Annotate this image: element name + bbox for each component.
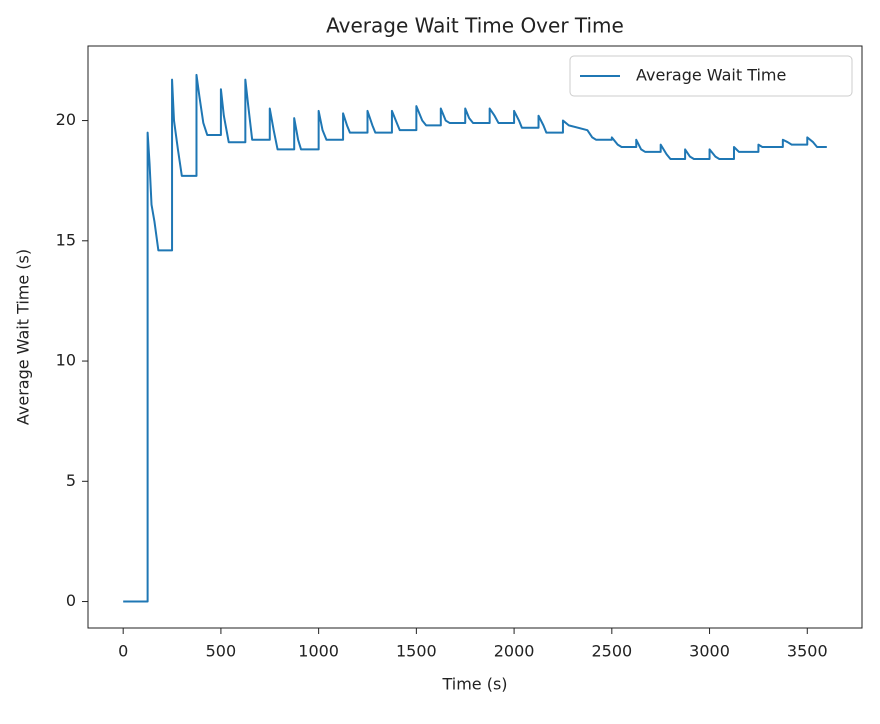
y-tick-label: 20 (56, 110, 76, 129)
x-tick-label: 3500 (787, 642, 828, 661)
x-tick-label: 1000 (298, 642, 339, 661)
x-tick-label: 0 (118, 642, 128, 661)
x-axis-label: Time (s) (441, 675, 507, 694)
legend-label: Average Wait Time (636, 66, 786, 85)
y-axis-label: Average Wait Time (s) (14, 249, 33, 425)
y-tick-label: 15 (56, 230, 76, 249)
data-line (123, 73, 827, 603)
plot-frame (87, 45, 863, 629)
chart-title: Average Wait Time Over Time (326, 14, 624, 38)
y-tick-label: 5 (66, 471, 76, 490)
x-tick-label: 1500 (396, 642, 437, 661)
x-tick-label: 2000 (494, 642, 535, 661)
x-tick-label: 2500 (591, 642, 632, 661)
y-tick-label: 10 (56, 351, 76, 370)
legend-box (569, 55, 853, 97)
y-tick-label: 0 (66, 591, 76, 610)
x-tick-label: 500 (206, 642, 237, 661)
x-tick-label: 3000 (689, 642, 730, 661)
